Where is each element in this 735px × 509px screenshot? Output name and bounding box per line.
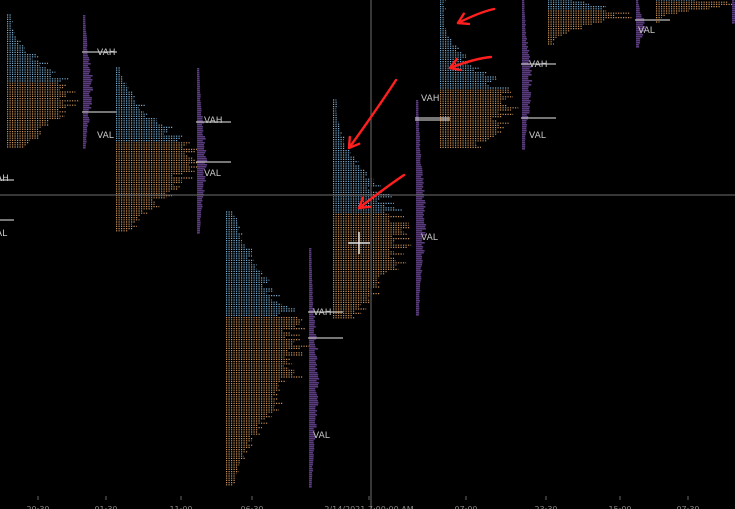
profile-p4[interactable]: VAH VAL xyxy=(333,94,450,319)
tpo-rows xyxy=(548,0,632,45)
vah-label: VAH xyxy=(421,94,440,104)
axis-tick-label: 2/14/2021 7:00:00 AM xyxy=(324,505,413,509)
crosshair-cursor-icon xyxy=(348,232,370,254)
val-label: VAL xyxy=(204,169,221,179)
profile-p7[interactable]: VAL xyxy=(656,0,735,24)
tpo-rows xyxy=(333,99,412,319)
val-label: VAL xyxy=(97,131,114,141)
arrow-4 xyxy=(357,173,406,210)
vah-label: VAH xyxy=(529,60,548,70)
val-label: AL xyxy=(0,229,7,239)
axis-tick-label: 07:00 xyxy=(454,505,477,509)
volume-profile xyxy=(522,0,533,150)
profile-p2[interactable]: VAH VAL xyxy=(116,67,231,234)
tpo-rows xyxy=(440,0,519,148)
axis-tick-label: 06:30 xyxy=(240,505,263,509)
tpo-rows xyxy=(116,67,201,232)
time-axis: 20:30 01:30 11:00 06:30 2/14/2021 7:00:00 AM… xyxy=(26,496,700,509)
vah-label: VAH xyxy=(204,116,223,126)
profiles-layer: AHALVAHVALVAHVALVAHVALVAHVALVAHVALVAHVAL… xyxy=(0,0,735,488)
volume-profile xyxy=(83,15,93,149)
val-label: VAL xyxy=(421,233,438,243)
volume-profile xyxy=(309,248,320,488)
axis-tick-label: 15:00 xyxy=(608,505,631,509)
annotation-arrows xyxy=(347,7,496,210)
volume-profile xyxy=(197,68,208,234)
volume-profile xyxy=(732,0,735,24)
volume-profile xyxy=(636,0,646,48)
axis-tick-label: 20:30 xyxy=(26,505,49,509)
val-label: VAL xyxy=(529,131,546,141)
profile-p3[interactable]: VAH VAL xyxy=(226,211,343,488)
arrow-2 xyxy=(448,55,493,72)
val-label: VAL xyxy=(313,431,330,441)
axis-tick-label: 23:30 xyxy=(534,505,557,509)
axis-tick-label: 07:30 xyxy=(676,505,699,509)
vah-label: VAH xyxy=(97,48,116,58)
vah-label: VAH xyxy=(313,308,332,318)
arrow-3 xyxy=(347,78,398,150)
vah-label: AH xyxy=(0,174,9,184)
tpo-rows xyxy=(656,0,733,23)
tpo-rows xyxy=(7,14,80,148)
axis-tick-label: 01:30 xyxy=(94,505,117,509)
arrow-1 xyxy=(456,7,496,26)
volume-profile xyxy=(416,100,427,316)
profile-p0[interactable]: AH AL xyxy=(0,174,14,239)
axis-tick-label: 11:00 xyxy=(169,505,192,509)
profile-p1[interactable]: VAH VAL xyxy=(7,14,117,149)
tpo-rows xyxy=(226,211,311,486)
val-label: VAL xyxy=(638,26,655,36)
